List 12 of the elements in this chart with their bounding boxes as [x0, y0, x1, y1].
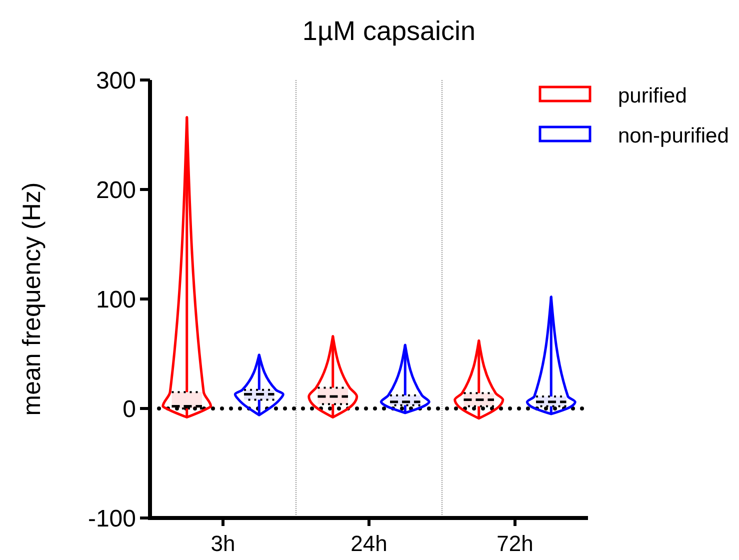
y-axis-title: mean frequency (Hz) [18, 182, 46, 416]
y-tick-label: 0 [122, 396, 136, 423]
y-tick-label: 100 [96, 286, 136, 314]
x-tick-label: 72h [496, 531, 534, 556]
x-tick-label: 24h [350, 531, 388, 556]
y-tick-label: 200 [96, 176, 136, 204]
legend-label: non-purified [618, 124, 729, 148]
legend-label: purified [618, 84, 687, 108]
y-tick-label: -100 [88, 505, 136, 532]
x-tick-label: 3h [210, 531, 236, 556]
chart-title: 1µM capsaicin [302, 16, 476, 46]
y-tick-label: 300 [96, 67, 136, 94]
